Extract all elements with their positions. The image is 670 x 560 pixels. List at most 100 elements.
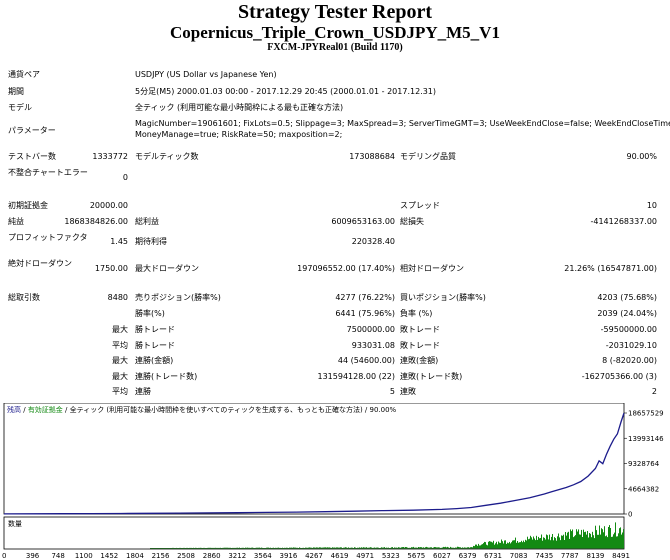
volume-bar bbox=[272, 547, 273, 549]
volume-bar bbox=[336, 547, 337, 549]
volume-bar bbox=[553, 540, 554, 549]
volume-bar bbox=[215, 547, 216, 549]
volume-bar bbox=[353, 548, 354, 549]
model-value: 全ティック (利用可能な最小時間枠による最も正確な方法) bbox=[135, 103, 344, 112]
volume-bar bbox=[435, 547, 436, 549]
volume-bar bbox=[572, 529, 573, 549]
avg-loss-value: -2031029.10 bbox=[605, 341, 657, 350]
x-tick-label: 2860 bbox=[203, 552, 221, 560]
volume-bar bbox=[219, 547, 220, 549]
volume-bar bbox=[335, 547, 336, 549]
volume-bar bbox=[225, 547, 226, 549]
volume-bar bbox=[329, 547, 330, 549]
volume-bar bbox=[380, 547, 381, 549]
volume-bar bbox=[330, 547, 331, 549]
volume-bar bbox=[323, 547, 324, 549]
volume-bar bbox=[337, 547, 338, 549]
volume-bar bbox=[554, 537, 555, 549]
volume-bar bbox=[524, 542, 525, 549]
volume-bar bbox=[564, 540, 565, 549]
volume-bar bbox=[348, 547, 349, 549]
volume-bar bbox=[459, 547, 460, 549]
volume-bar bbox=[179, 547, 180, 549]
volume-bar bbox=[523, 540, 524, 549]
volume-bar bbox=[586, 534, 587, 549]
volume-bar bbox=[161, 548, 162, 549]
volume-bar bbox=[189, 547, 190, 549]
volume-bar bbox=[424, 547, 425, 549]
volume-bar bbox=[489, 541, 490, 549]
volume-bar bbox=[437, 547, 438, 549]
volume-bar bbox=[325, 547, 326, 549]
volume-bar bbox=[250, 547, 251, 549]
volume-bar bbox=[169, 548, 170, 549]
volume-bar bbox=[480, 545, 481, 549]
volume-bar bbox=[183, 547, 184, 549]
volume-bar bbox=[456, 547, 457, 549]
volume-bar bbox=[415, 547, 416, 549]
volume-bar bbox=[276, 547, 277, 549]
volume-bar bbox=[433, 547, 434, 549]
win-value: 6441 (75.96%) bbox=[335, 309, 395, 318]
volume-bar bbox=[447, 546, 448, 549]
volume-bar bbox=[487, 545, 488, 549]
volume-bar bbox=[283, 548, 284, 549]
volume-bar bbox=[419, 547, 420, 549]
volume-bar bbox=[469, 547, 470, 549]
volume-bar bbox=[425, 547, 426, 549]
volume-bar bbox=[393, 548, 394, 549]
volume-bar bbox=[214, 547, 215, 549]
volume-bar bbox=[521, 540, 522, 549]
volume-bar bbox=[363, 547, 364, 549]
largest-win-label: 勝トレード bbox=[135, 325, 175, 334]
volume-bar bbox=[470, 547, 471, 549]
volume-bar bbox=[305, 547, 306, 549]
volume-bar bbox=[394, 547, 395, 549]
volume-bar bbox=[395, 547, 396, 549]
consec-profit-label: 連勝(トレード数) bbox=[135, 372, 198, 381]
volume-bar bbox=[309, 547, 310, 549]
volume-bar bbox=[265, 548, 266, 549]
long-value: 4203 (75.68%) bbox=[597, 293, 657, 302]
consec-win-label: 連勝(金額) bbox=[135, 356, 174, 365]
volume-bar bbox=[512, 540, 513, 549]
volume-bar bbox=[570, 529, 571, 549]
volume-bar bbox=[197, 548, 198, 549]
volume-bar bbox=[321, 547, 322, 549]
payoff-value: 220328.40 bbox=[351, 237, 395, 246]
volume-bar bbox=[291, 547, 292, 549]
spread-label: スプレッド bbox=[400, 201, 440, 210]
x-tick-label: 2156 bbox=[152, 552, 170, 560]
volume-bar bbox=[444, 547, 445, 549]
volume-bar bbox=[260, 547, 261, 549]
volume-bar bbox=[535, 540, 536, 549]
volume-bar bbox=[618, 533, 619, 549]
volume-bar bbox=[455, 547, 456, 549]
volume-bar bbox=[525, 539, 526, 549]
period-value: 5分足(M5) 2000.01.03 00:00 - 2017.12.29 20… bbox=[135, 87, 437, 96]
volume-bar bbox=[612, 536, 613, 549]
volume-bar bbox=[411, 547, 412, 549]
volume-bar bbox=[563, 534, 564, 549]
volume-bar bbox=[540, 538, 541, 549]
x-tick-label: 1452 bbox=[100, 552, 118, 560]
volume-bar bbox=[575, 535, 576, 549]
x-tick-label: 4971 bbox=[356, 552, 374, 560]
volume-bar bbox=[548, 539, 549, 549]
volume-bar bbox=[472, 547, 473, 549]
volume-bar bbox=[473, 545, 474, 549]
volume-bar bbox=[317, 547, 318, 549]
volume-bar bbox=[350, 547, 351, 549]
volume-bar bbox=[578, 529, 579, 549]
volume-bar bbox=[198, 547, 199, 549]
largest-loss-value: -59500000.00 bbox=[600, 325, 657, 334]
volume-bar bbox=[454, 547, 455, 549]
volume-bar bbox=[527, 536, 528, 549]
volume-bar bbox=[530, 535, 531, 549]
volume-bar bbox=[267, 547, 268, 549]
model-label: モデル bbox=[8, 103, 32, 112]
volume-bar bbox=[611, 536, 612, 549]
volume-bar bbox=[580, 534, 581, 549]
volume-bar bbox=[536, 535, 537, 549]
volume-bar bbox=[301, 548, 302, 549]
